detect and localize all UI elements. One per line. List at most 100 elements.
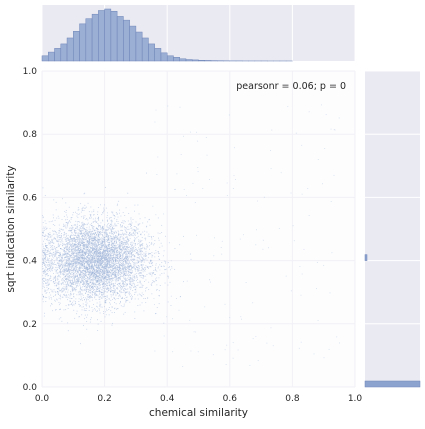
scatter-point [113,226,114,227]
scatter-point [82,307,83,308]
scatter-point [122,266,123,267]
scatter-point [134,263,135,264]
scatter-point [51,249,52,250]
scatter-point [98,324,99,325]
scatter-point [73,273,74,274]
scatter-point [66,297,67,298]
scatter-point [108,274,109,275]
scatter-point [69,285,70,286]
scatter-point [45,266,46,267]
scatter-point [113,265,114,266]
scatter-point [92,311,93,312]
scatter-point [68,238,69,239]
scatter-point [65,245,66,246]
histogram-bar-x [42,56,48,61]
scatter-point [86,310,87,311]
scatter-point [125,289,126,290]
scatter-point [136,280,137,281]
scatter-point [92,272,93,273]
scatter-point [89,261,90,262]
scatter-point [75,270,76,271]
scatter-point [150,273,151,274]
scatter-point [81,314,82,315]
scatter-point [51,260,52,261]
scatter-point [125,294,126,295]
scatter-point [138,243,139,244]
scatter-point [115,259,116,260]
scatter-point [107,221,108,222]
scatter-point [119,251,120,252]
scatter-point [111,221,112,222]
scatter-point [163,266,164,267]
scatter-point [61,292,62,293]
scatter-point [103,238,104,239]
scatter-point [84,262,85,263]
scatter-point [85,245,86,246]
scatter-point [105,298,106,299]
scatter-point [127,226,128,227]
scatter-point [82,223,83,224]
scatter-point [86,275,87,276]
scatter-point [105,264,106,265]
scatter-point [113,272,114,273]
scatter-point [89,218,90,219]
scatter-point [48,254,49,255]
scatter-point [91,223,92,224]
scatter-point [58,263,59,264]
scatter-point [43,258,44,259]
scatter-point [44,239,45,240]
scatter-point [118,261,119,262]
scatter-point [120,230,121,231]
scatter-point [51,246,52,247]
scatter-point [47,238,48,239]
scatter-point [112,240,113,241]
scatter-point [149,262,150,263]
scatter-point [63,260,64,261]
scatter-point [132,242,133,243]
scatter-point [129,286,130,287]
scatter-point [83,217,84,218]
scatter-point [151,236,152,237]
scatter-point [78,252,79,253]
scatter-point [75,303,76,304]
scatter-point [86,239,87,240]
scatter-point [159,264,160,265]
scatter-point [61,240,62,241]
histogram-bar-x [55,48,61,61]
scatter-point [118,231,119,232]
scatter-point [143,256,144,257]
scatter-point [133,249,134,250]
scatter-point [54,237,55,238]
scatter-point [151,283,152,284]
scatter-point [143,268,144,269]
scatter-point [135,265,136,266]
scatter-point [73,265,74,266]
scatter-point [64,295,65,296]
scatter-point [60,277,61,278]
scatter-point [123,269,124,270]
scatter-point [94,277,95,278]
histogram-bar-y [365,381,420,387]
scatter-point [117,244,118,245]
histogram-bar-x [111,11,117,61]
scatter-point [149,245,150,246]
scatter-point [112,323,113,324]
scatter-point [78,304,79,305]
scatter-point [48,251,49,252]
scatter-point [129,246,130,247]
scatter-point [114,298,115,299]
scatter-point [123,289,124,290]
scatter-point [100,266,101,267]
scatter-point [136,227,137,228]
scatter-point [48,249,49,250]
scatter-point [74,276,75,277]
scatter-point [158,233,159,234]
scatter-point [53,239,54,240]
scatter-point [122,269,123,270]
scatter-point [73,260,74,261]
scatter-point [61,264,62,265]
scatter-point [56,265,57,266]
scatter-point [73,235,74,236]
scatter-point [70,282,71,283]
scatter-point [67,217,68,218]
